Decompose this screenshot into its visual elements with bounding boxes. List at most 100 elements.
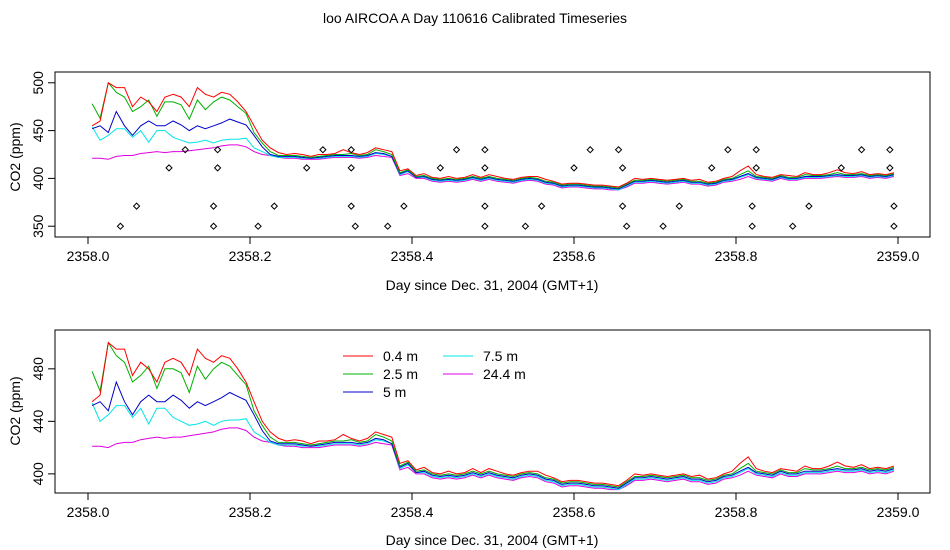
- diamond-marker: [347, 202, 355, 210]
- diamond-marker: [707, 164, 716, 172]
- diamond-marker: [890, 202, 898, 210]
- diamond-marker: [165, 164, 173, 172]
- diamond-marker: [748, 202, 756, 210]
- top-x-tick-label: 2358.2: [229, 248, 272, 264]
- diamond-marker: [302, 164, 311, 172]
- top-scatter-markers: [116, 146, 898, 230]
- top-x-tick-label: 2358.6: [553, 248, 596, 264]
- diamond-marker: [618, 202, 627, 210]
- diamond-marker: [614, 146, 623, 154]
- bottom-x-axis-label: Day since Dec. 31, 2004 (GMT+1): [386, 532, 599, 548]
- bottom-y-tick-label: 440: [30, 409, 46, 433]
- bottom-x-tick-label: 2358.2: [229, 504, 272, 520]
- bottom-series-line-3: [91, 380, 895, 489]
- bottom-x-tick-label: 2358.6: [553, 504, 596, 520]
- diamond-marker: [181, 146, 189, 154]
- bottom-x-axis: 2358.0 2358.2 2358.4 2358.6 2358.8 2359.0: [67, 493, 920, 520]
- bottom-y-tick-label: 480: [30, 357, 46, 381]
- diamond-marker: [748, 222, 756, 230]
- diamond-marker: [319, 146, 327, 154]
- diamond-marker: [537, 202, 546, 210]
- bottom-series-line-5: [92, 427, 895, 491]
- legend-label-5: 24.4 m: [483, 366, 526, 382]
- diamond-marker: [347, 146, 355, 154]
- diamond-marker: [209, 202, 218, 210]
- diamond-marker: [675, 202, 684, 210]
- diamond-marker: [586, 146, 594, 154]
- diamond-marker: [886, 164, 894, 172]
- bottom-series-lines: [91, 341, 895, 491]
- diamond-marker: [622, 222, 631, 230]
- diamond-marker: [383, 222, 392, 230]
- chart-title: loo AIRCOA A Day 110616 Calibrated Times…: [322, 10, 627, 26]
- top-y-tick-label: 500: [30, 71, 46, 95]
- top-series-line-5: [92, 144, 895, 191]
- top-plot-frame: [54, 71, 931, 238]
- diamond-marker: [116, 222, 125, 230]
- diamond-marker: [400, 202, 408, 210]
- top-y-tick-label: 450: [30, 119, 46, 143]
- diamond-marker: [618, 164, 627, 172]
- diamond-marker: [270, 202, 279, 210]
- top-y-tick-label: 400: [30, 167, 46, 191]
- diamond-marker: [436, 164, 445, 172]
- top-x-axis: 2358.0 2358.2 2358.4 2358.6 2358.8 2359.0: [67, 237, 920, 264]
- diamond-marker: [347, 164, 355, 172]
- diamond-marker: [209, 222, 218, 230]
- bottom-y-tick-label: 400: [30, 462, 46, 486]
- top-series-line-1: [91, 82, 895, 188]
- top-panel: 2358.0 2358.2 2358.4 2358.6 2358.8 2359.0 350…: [7, 71, 931, 293]
- bottom-x-tick-label: 2358.8: [715, 504, 758, 520]
- diamond-marker: [752, 164, 760, 172]
- bottom-plot-frame: [54, 329, 931, 494]
- diamond-marker: [521, 222, 530, 230]
- top-y-axis: 350 400 450 500: [30, 71, 55, 238]
- diamond-marker: [351, 222, 360, 230]
- diamond-marker: [213, 164, 222, 172]
- diamond-marker: [452, 146, 461, 154]
- top-series-line-3: [91, 110, 895, 190]
- top-series-lines: [91, 81, 895, 191]
- diamond-marker: [659, 222, 667, 230]
- bottom-y-axis: 400 440 480: [30, 357, 55, 486]
- diamond-marker: [481, 202, 489, 210]
- diamond-marker: [886, 146, 894, 154]
- bottom-series-line-2: [91, 341, 895, 488]
- bottom-panel: 2358.0 2358.2 2358.4 2358.6 2358.8 2359.0 400…: [7, 329, 931, 548]
- top-x-tick-label: 2359.0: [877, 248, 920, 264]
- diamond-marker: [570, 164, 578, 172]
- top-y-axis-label: CO2 (ppm): [7, 122, 23, 191]
- top-x-tick-label: 2358.0: [67, 248, 110, 264]
- top-x-axis-label: Day since Dec. 31, 2004 (GMT+1): [386, 277, 599, 293]
- bottom-y-axis-label: CO2 (ppm): [7, 376, 23, 445]
- bottom-series-line-1: [91, 341, 895, 487]
- diamond-marker: [890, 222, 898, 230]
- legend: 0.4 m 2.5 m 5 m 7.5 m 24.4 m: [343, 348, 526, 400]
- top-series-line-2: [91, 81, 895, 189]
- bottom-x-tick-label: 2358.0: [67, 504, 110, 520]
- legend-label-2: 2.5 m: [383, 366, 418, 382]
- bottom-x-tick-label: 2359.0: [877, 504, 920, 520]
- top-y-tick-label: 350: [30, 214, 46, 238]
- diamond-marker: [805, 202, 813, 210]
- top-series-line-4: [91, 126, 895, 191]
- diamond-marker: [481, 222, 489, 230]
- legend-label-1: 0.4 m: [383, 348, 418, 364]
- bottom-series-line-4: [91, 402, 895, 491]
- diamond-marker: [254, 222, 262, 230]
- diamond-marker: [213, 146, 222, 154]
- diamond-marker: [752, 146, 760, 154]
- diamond-marker: [857, 146, 866, 154]
- legend-label-3: 5 m: [383, 384, 406, 400]
- diamond-marker: [788, 222, 797, 230]
- diamond-marker: [837, 164, 846, 172]
- bottom-x-tick-label: 2358.4: [391, 504, 434, 520]
- top-x-tick-label: 2358.4: [391, 248, 434, 264]
- diamond-marker: [132, 202, 141, 210]
- diamond-marker: [481, 164, 489, 172]
- diamond-marker: [724, 146, 732, 154]
- diamond-marker: [481, 146, 489, 154]
- top-x-tick-label: 2358.8: [715, 248, 758, 264]
- legend-label-4: 7.5 m: [483, 348, 518, 364]
